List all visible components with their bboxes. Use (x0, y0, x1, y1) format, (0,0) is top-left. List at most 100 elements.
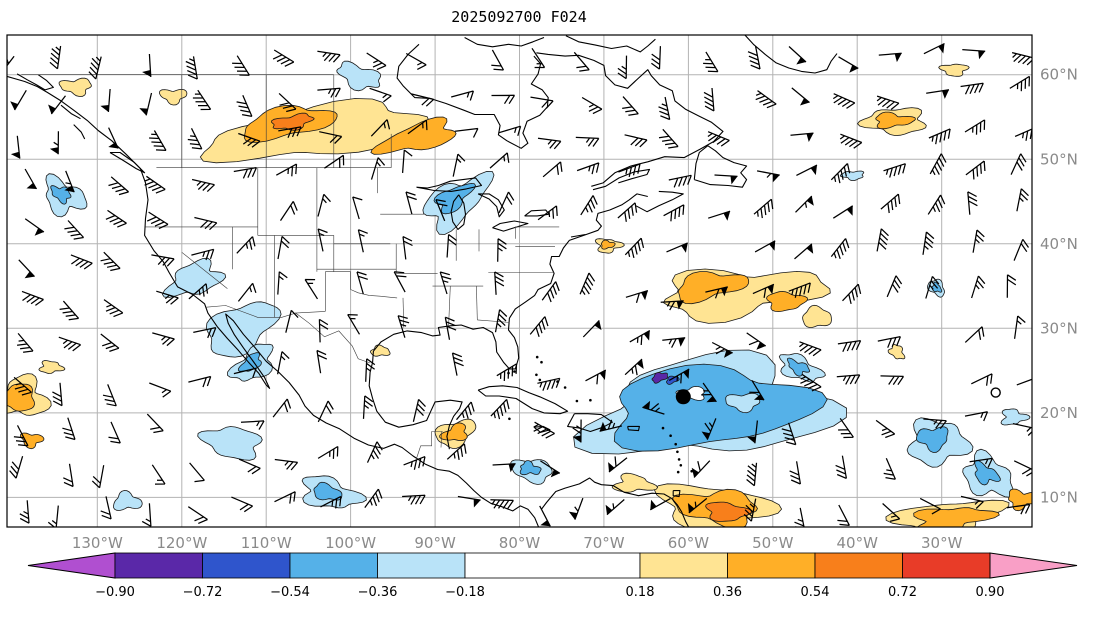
coastline (570, 233, 586, 238)
island-dot (661, 426, 665, 430)
wind-barb (883, 457, 896, 480)
wind-barb (446, 443, 467, 460)
wind-barb (365, 358, 376, 382)
wind-barb-pennant (806, 133, 814, 142)
wind-barb (962, 48, 986, 52)
lon-tick-label: 80°W (499, 534, 541, 552)
wind-barb (530, 96, 554, 109)
wind-barb (573, 51, 590, 72)
wind-barb (971, 275, 986, 299)
wind-barb (622, 96, 639, 116)
graticule (7, 35, 1032, 527)
wind-barb (788, 282, 811, 298)
wind-barb (193, 326, 217, 339)
anomaly-region (7, 383, 35, 412)
wind-barb-pennant (568, 511, 578, 520)
lat-tick-label: 10°N (1040, 488, 1078, 506)
wind-barb (149, 382, 172, 398)
wind-barb (274, 491, 296, 504)
coastline (635, 190, 684, 213)
coastline (464, 36, 545, 48)
wind-barb-pennant (48, 104, 56, 114)
island-dot (679, 464, 683, 467)
wind-barb (319, 131, 343, 144)
wind-barb (49, 45, 62, 70)
wind-barb (836, 374, 861, 385)
anomaly-region (651, 372, 668, 384)
wind-barb (58, 336, 81, 352)
wind-barb (838, 418, 854, 439)
anomaly-region (600, 239, 616, 250)
wind-barb (52, 382, 63, 407)
wind-barb (529, 316, 549, 337)
coastline (450, 194, 467, 230)
wind-barb (452, 153, 466, 177)
colorbar-segment (114, 552, 203, 579)
wind-barb (88, 56, 102, 80)
wind-barb (63, 463, 74, 488)
anomaly-region (336, 60, 382, 92)
wind-barb (232, 55, 250, 76)
wind-barb-pennant (599, 370, 606, 380)
anomaly-region (313, 481, 343, 501)
wind-barb (393, 271, 407, 293)
wind-barb (103, 299, 124, 318)
wind-barb (47, 505, 59, 527)
wind-barb-pennant (10, 151, 20, 159)
anomaly-region (197, 426, 263, 461)
anomaly-region (20, 432, 45, 450)
anomaly-region (611, 472, 659, 493)
wind-barb (272, 49, 295, 67)
wind-barb (799, 341, 822, 357)
wind-barb (624, 358, 643, 376)
wind-barb (830, 163, 851, 184)
island-dot (669, 434, 672, 438)
wind-barb (102, 384, 117, 407)
wind-barb (412, 398, 426, 422)
wind-barb (369, 87, 392, 103)
wind-barb (276, 351, 290, 375)
wind-barb (64, 220, 85, 240)
wind-barb (238, 132, 261, 148)
wind-barb (875, 419, 896, 439)
colorbar-extend-left (27, 552, 116, 579)
wind-barb (960, 82, 984, 95)
wind-barb (145, 92, 153, 116)
wind-barb (837, 339, 862, 352)
coastline (592, 168, 651, 191)
wind-barb (144, 175, 166, 194)
wind-barb (496, 363, 518, 382)
wind-barb (238, 458, 261, 475)
wind-barb (13, 425, 29, 447)
wind-barb (187, 128, 203, 150)
island-dot (535, 355, 539, 359)
wind-barb (537, 377, 561, 391)
wind-barb (624, 134, 648, 148)
wind-barb (964, 119, 986, 135)
anomaly-region (1000, 408, 1031, 426)
wind-barb (402, 236, 413, 260)
coastline (416, 177, 483, 192)
wind-barb (149, 130, 167, 152)
anomaly-region (766, 290, 809, 313)
wind-barb-pennant (49, 147, 59, 155)
coastline (7, 75, 540, 527)
wind-barb (494, 309, 508, 333)
wind-barb (660, 300, 684, 311)
wind-barb (617, 55, 628, 80)
wind-barb-pennant (540, 520, 551, 527)
island-dot (690, 469, 693, 473)
wind-barb (347, 313, 361, 335)
longitude-axis-labels: 130°W 120°W 110°W 100°W 90°W 80°W 70°W 60°W 50°W… (72, 534, 963, 552)
wind-barb (364, 488, 383, 508)
coastline (477, 193, 505, 218)
latitude-axis-labels: 10°N 20°N 30°N 40°N 50°N 60°N (1040, 66, 1078, 507)
anomaly-region (875, 111, 916, 130)
colorbar-tick-label: 0.36 (713, 585, 742, 600)
wind-barb (542, 161, 563, 178)
wind-barb-pennant (10, 101, 19, 111)
wind-barb (237, 282, 257, 302)
wind-barb-pennant (678, 337, 686, 347)
wind-barb (919, 497, 941, 515)
wind-barb-pennant (754, 394, 764, 401)
